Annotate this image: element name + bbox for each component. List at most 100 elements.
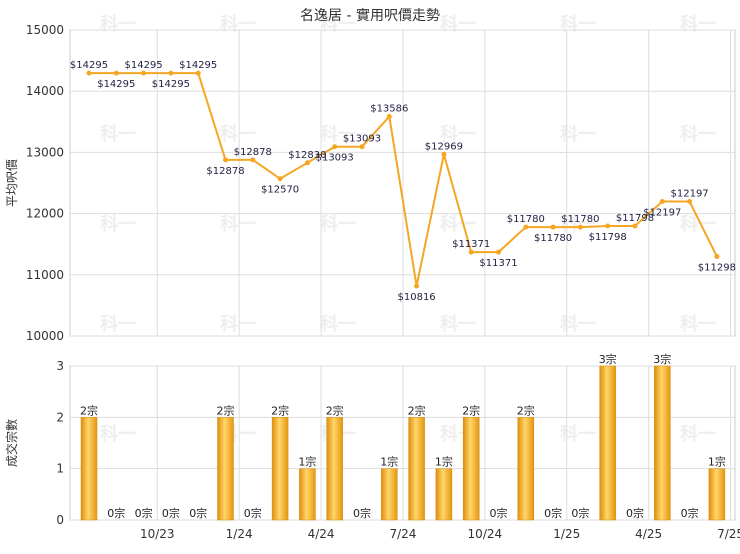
watermark-text: 科一	[560, 423, 596, 445]
price-point	[577, 224, 583, 230]
volume-x-tick-label: 7/24	[389, 527, 416, 541]
watermark-text: 科一	[220, 123, 256, 145]
watermark-text: 科一	[560, 13, 596, 35]
price-data-label: $12969	[425, 141, 463, 152]
volume-y-tick-label: 3	[56, 359, 64, 373]
price-series: $14295 $14295 $14295 $14295 $14295 $12878 $128…	[70, 60, 736, 303]
watermark-text: 科一	[440, 123, 476, 145]
price-data-label: $14295	[152, 79, 190, 90]
watermark-text: 科一	[220, 213, 256, 235]
volume-bar	[408, 417, 425, 521]
price-data-label: $10816	[398, 292, 436, 303]
price-data-label: $12878	[206, 166, 244, 177]
chart-title: 名逸居 - 實用呎價走勢	[300, 7, 440, 24]
watermark-text: 科一	[560, 213, 596, 235]
price-point	[441, 151, 447, 157]
price-data-label: $11798	[589, 232, 627, 243]
volume-data-label: 1宗	[298, 455, 316, 469]
volume-x-tick-label: 4/24	[308, 527, 335, 541]
volume-data-label: 2宗	[462, 403, 480, 417]
watermark-text: 科一	[100, 313, 136, 335]
volume-bar	[299, 468, 316, 521]
volume-gridlines	[70, 365, 735, 521]
volume-data-label: 0宗	[544, 506, 562, 520]
volume-bar	[326, 417, 343, 521]
watermark-text: 科一	[680, 213, 716, 235]
price-point	[414, 283, 420, 289]
price-point	[468, 249, 474, 255]
watermark-text: 科一	[440, 13, 476, 35]
volume-x-tick-label: 10/24	[468, 527, 503, 541]
price-point	[605, 223, 611, 229]
price-y-axis-title: 平均呎價	[5, 159, 19, 207]
price-data-label: $12570	[261, 185, 299, 196]
price-series-line	[89, 72, 718, 287]
volume-y-axis-ticks: 0 1 2 3	[56, 359, 64, 527]
volume-data-label: 2宗	[217, 403, 235, 417]
price-point	[113, 70, 119, 76]
volume-bar	[654, 365, 671, 521]
volume-y-tick-label: 0	[56, 513, 64, 527]
volume-y-tick-label: 1	[56, 462, 64, 476]
volume-data-label: 0宗	[571, 506, 589, 520]
watermark-text: 科一	[680, 313, 716, 335]
price-point	[277, 176, 283, 182]
price-data-label: $14295	[97, 79, 135, 90]
watermark-text: 科一	[560, 313, 596, 335]
volume-x-tick-label: 10/23	[140, 527, 175, 541]
volume-data-label: 1宗	[380, 455, 398, 469]
price-data-label: $12197	[643, 208, 681, 219]
watermark-text: 科一	[440, 213, 476, 235]
price-point	[550, 224, 556, 230]
volume-data-label: 0宗	[626, 506, 644, 520]
price-data-label: $12878	[234, 147, 272, 158]
volume-data-label: 2宗	[80, 403, 98, 417]
price-data-label: $13093	[316, 153, 354, 164]
price-point	[304, 160, 310, 166]
volume-bar	[435, 468, 453, 521]
price-data-label: $12830	[288, 150, 326, 161]
watermark-text: 科一	[220, 313, 256, 335]
price-point	[359, 144, 365, 150]
price-data-label: $12197	[671, 189, 709, 200]
volume-data-label: 0宗	[353, 506, 371, 520]
price-data-label: $13586	[370, 104, 408, 115]
watermark-text: 科一	[680, 13, 716, 35]
volume-bar	[381, 468, 398, 521]
watermark-text: 科一	[560, 123, 596, 145]
volume-data-label: 2宗	[517, 403, 535, 417]
volume-data-label: 0宗	[490, 506, 508, 520]
price-data-label: $11780	[507, 214, 545, 225]
watermark-text: 科一	[320, 313, 356, 335]
volume-bar	[599, 365, 616, 521]
watermark-text: 科一	[680, 123, 716, 145]
volume-data-label: 1宗	[708, 455, 726, 469]
price-point	[714, 254, 720, 260]
volume-series: 2宗 0宗 0宗 0宗 0宗 2宗 0宗 2宗 1宗 2宗 0宗 1宗 2宗 1宗 2宗 0宗 2宗 0宗 0宗 3宗…	[80, 352, 726, 521]
watermark-text: 科一	[100, 423, 136, 445]
volume-x-tick-label: 1/25	[553, 527, 580, 541]
volume-data-label: 2宗	[326, 403, 344, 417]
price-point	[250, 157, 256, 163]
watermark-text: 科一	[100, 123, 136, 145]
price-point	[496, 249, 501, 255]
price-y-tick-label: 10000	[26, 329, 64, 343]
volume-x-tick-label: 4/25	[635, 527, 662, 541]
price-point	[523, 224, 529, 230]
price-y-tick-label: 11000	[26, 268, 64, 282]
price-y-tick-label: 13000	[26, 145, 64, 159]
volume-data-label: 1宗	[435, 455, 453, 469]
volume-data-label: 0宗	[244, 506, 262, 520]
volume-data-label: 0宗	[107, 506, 125, 520]
price-data-label: $11298	[698, 263, 736, 274]
volume-bar	[80, 417, 98, 521]
watermark-text: 科一	[320, 123, 356, 145]
price-point	[86, 70, 92, 76]
volume-bar	[708, 468, 726, 521]
watermark-text: 科一	[680, 423, 716, 445]
price-y-axis-ticks: 10000 11000 12000 13000 14000 15000	[26, 23, 64, 343]
volume-y-axis-title: 成交宗數	[4, 419, 19, 467]
